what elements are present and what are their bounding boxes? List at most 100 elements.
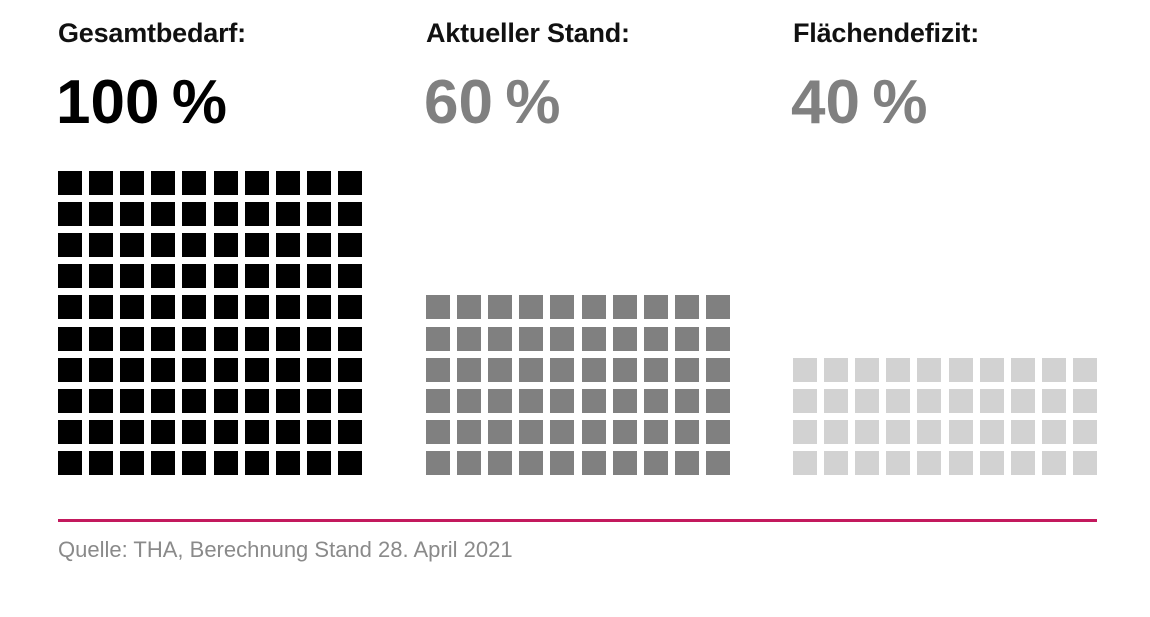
waffle-cell	[886, 357, 911, 382]
waffle-cell	[244, 326, 269, 351]
waffle-cell	[151, 419, 176, 444]
waffle-cell	[705, 419, 730, 444]
waffle-cell	[244, 388, 269, 413]
waffle-cell	[58, 419, 82, 444]
waffle-cell	[1072, 419, 1097, 444]
waffle-cell	[58, 233, 82, 258]
waffle-cell	[151, 388, 176, 413]
waffle-cell	[488, 419, 513, 444]
waffle-cell	[244, 202, 269, 227]
waffle-cell	[426, 357, 450, 382]
waffle-cell	[948, 419, 973, 444]
waffle-cell	[457, 388, 482, 413]
waffle-cell	[89, 171, 114, 195]
waffle-cell	[643, 450, 668, 475]
waffle-cell	[488, 357, 513, 382]
waffle-cell	[89, 264, 114, 289]
waffle-cell	[1072, 450, 1097, 475]
waffle-cell	[182, 450, 207, 475]
waffle-cell	[182, 202, 207, 227]
waffle-cell	[213, 326, 238, 351]
waffle-cell	[457, 419, 482, 444]
waffle-cell	[855, 450, 880, 475]
waffle-cell	[643, 419, 668, 444]
panel-label: Flächendefizit:	[793, 18, 980, 48]
waffle-cell	[337, 264, 362, 289]
waffle-cell	[58, 202, 82, 227]
waffle-cell	[306, 171, 331, 195]
waffle-cell	[337, 233, 362, 258]
waffle-cell	[151, 233, 176, 258]
waffle-cell	[244, 233, 269, 258]
waffle-cell	[275, 419, 300, 444]
waffle-cell	[58, 357, 82, 382]
waffle-cell	[793, 450, 817, 475]
waffle-cell	[612, 326, 637, 351]
waffle-cell	[89, 295, 114, 320]
waffle-cell	[337, 326, 362, 351]
waffle-cell	[275, 202, 300, 227]
waffle-cell	[89, 450, 114, 475]
waffle-cell	[1041, 450, 1066, 475]
waffle-cell	[705, 388, 730, 413]
waffle-cell	[917, 419, 942, 444]
waffle-cell	[612, 357, 637, 382]
waffle-cell	[948, 357, 973, 382]
waffle-cell	[182, 357, 207, 382]
waffle-cell	[58, 450, 82, 475]
waffle-cell	[151, 171, 176, 195]
waffle-cell	[979, 450, 1004, 475]
waffle-cell	[612, 450, 637, 475]
waffle-cell	[643, 295, 668, 320]
waffle-cell	[306, 357, 331, 382]
waffle-cell	[213, 388, 238, 413]
waffle-cell	[855, 357, 880, 382]
waffle-cell	[674, 326, 699, 351]
waffle-cell	[337, 450, 362, 475]
waffle-cell	[275, 450, 300, 475]
waffle-cell	[886, 388, 911, 413]
panel-flaechendefizit: Flächendefizit: 40 %	[791, 0, 1113, 480]
waffle-cell	[1041, 419, 1066, 444]
waffle-cell	[979, 357, 1004, 382]
waffle-cell	[457, 357, 482, 382]
waffle-cell	[89, 233, 114, 258]
waffle-cell	[550, 450, 575, 475]
waffle-cell	[275, 326, 300, 351]
waffle-cell	[457, 450, 482, 475]
waffle-cell	[488, 326, 513, 351]
waffle-cell	[120, 450, 145, 475]
waffle-cell	[855, 419, 880, 444]
waffle-cell	[275, 357, 300, 382]
waffle-cell	[550, 357, 575, 382]
waffle-cell	[244, 264, 269, 289]
waffle-cell	[89, 419, 114, 444]
waffle-cell	[151, 202, 176, 227]
waffle-cell	[550, 419, 575, 444]
source-note: Quelle: THA, Berechnung Stand 28. April …	[58, 537, 513, 562]
waffle-cell	[612, 388, 637, 413]
waffle-cell	[581, 326, 606, 351]
waffle-cell	[519, 388, 544, 413]
waffle-cell	[793, 357, 817, 382]
waffle-cell	[581, 419, 606, 444]
waffle-cell	[457, 295, 482, 320]
waffle-cell	[824, 450, 849, 475]
waffle-cell	[182, 295, 207, 320]
waffle-cell	[643, 326, 668, 351]
waffle-cell	[337, 357, 362, 382]
waffle-cell	[612, 295, 637, 320]
waffle-cell	[213, 264, 238, 289]
waffle-cell	[306, 264, 331, 289]
waffle-cell	[213, 357, 238, 382]
waffle-cell	[151, 295, 176, 320]
panel-label: Gesamtbedarf:	[58, 18, 246, 48]
waffle-cell	[151, 326, 176, 351]
waffle-cell	[89, 202, 114, 227]
waffle-cell	[705, 326, 730, 351]
waffle-cell	[674, 295, 699, 320]
waffle-cell	[824, 357, 849, 382]
waffle-cell	[612, 419, 637, 444]
waffle-cell	[519, 326, 544, 351]
waffle-cell	[120, 202, 145, 227]
